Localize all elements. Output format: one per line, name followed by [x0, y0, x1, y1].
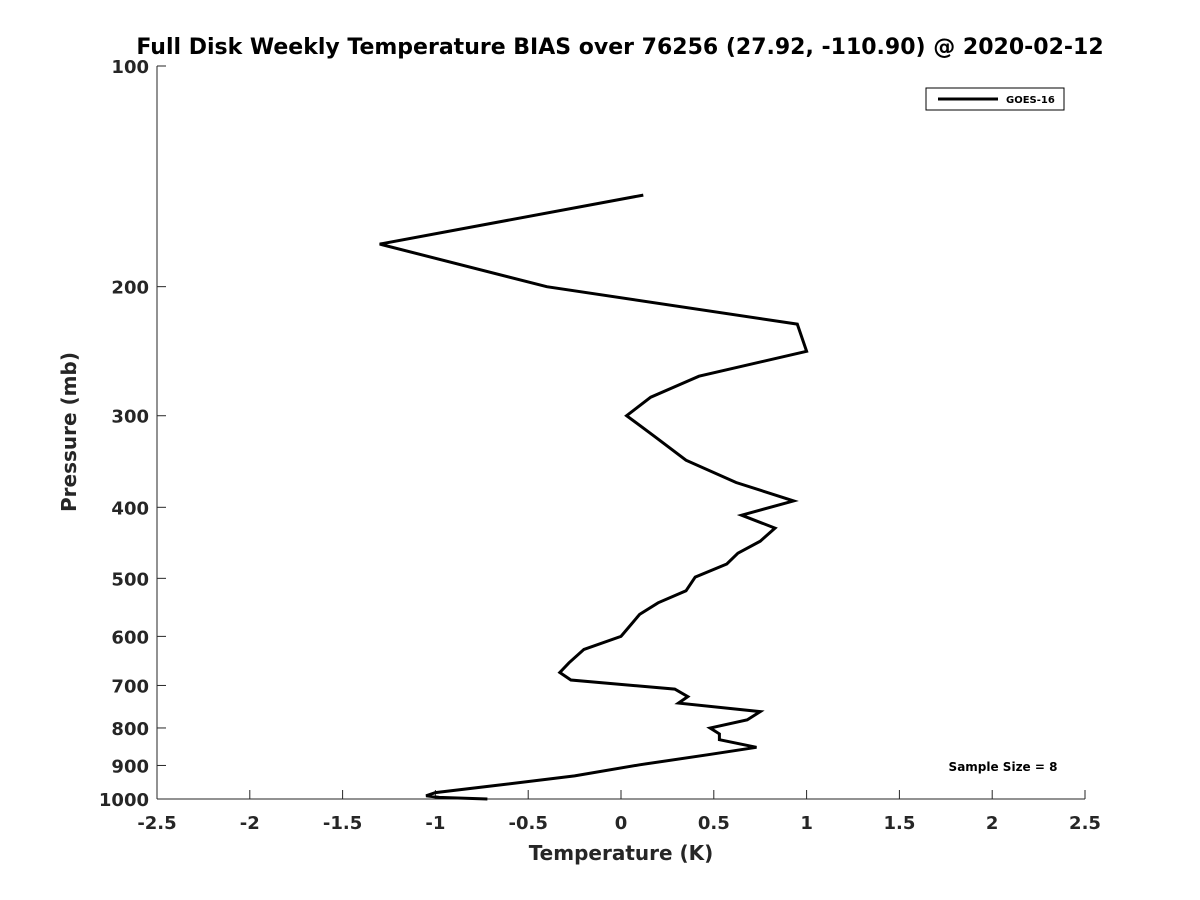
x-tick-label: 2 — [986, 813, 999, 834]
x-tick-label: 0.5 — [698, 813, 730, 834]
y-axis-label: Pressure (mb) — [57, 352, 81, 512]
y-tick-label: 900 — [111, 756, 149, 777]
x-tick-label: 1.5 — [883, 813, 915, 834]
x-tick-label: -2 — [240, 813, 260, 834]
series-line-goes-16 — [379, 193, 809, 801]
y-tick-label: 100 — [111, 57, 149, 78]
y-ticks: 100 200 300 400 500 600 700 800 900 1000 — [99, 57, 166, 811]
y-tick-label: 400 — [111, 498, 149, 519]
x-tick-label: -1 — [425, 813, 445, 834]
y-tick-label: 300 — [111, 407, 149, 428]
sample-size-annotation: Sample Size = 8 — [949, 760, 1058, 774]
y-tick-label: 200 — [111, 278, 149, 299]
x-tick-label: -1.5 — [323, 813, 362, 834]
y-tick-label: 500 — [111, 569, 149, 590]
x-tick-label: 1 — [800, 813, 813, 834]
x-tick-label: -2.5 — [137, 813, 176, 834]
legend-label-goes16: GOES-16 — [1006, 95, 1055, 106]
y-tick-label: 1000 — [99, 790, 149, 811]
axes — [156, 66, 1085, 800]
y-tick-label: 600 — [111, 627, 149, 648]
x-tick-label: 0 — [615, 813, 628, 834]
x-tick-label: 2.5 — [1069, 813, 1101, 834]
x-tick-label: -0.5 — [509, 813, 548, 834]
x-axis-label: Temperature (K) — [529, 841, 714, 865]
series-group — [379, 193, 809, 801]
legend: GOES-16 — [925, 87, 1065, 111]
y-tick-label: 800 — [111, 719, 149, 740]
chart-title: Full Disk Weekly Temperature BIAS over 7… — [136, 35, 1103, 60]
y-tick-label: 700 — [111, 676, 149, 697]
x-ticks: -2.5 -2 -1.5 -1 -0.5 0 0.5 1 1.5 2 2.5 — [137, 790, 1101, 834]
